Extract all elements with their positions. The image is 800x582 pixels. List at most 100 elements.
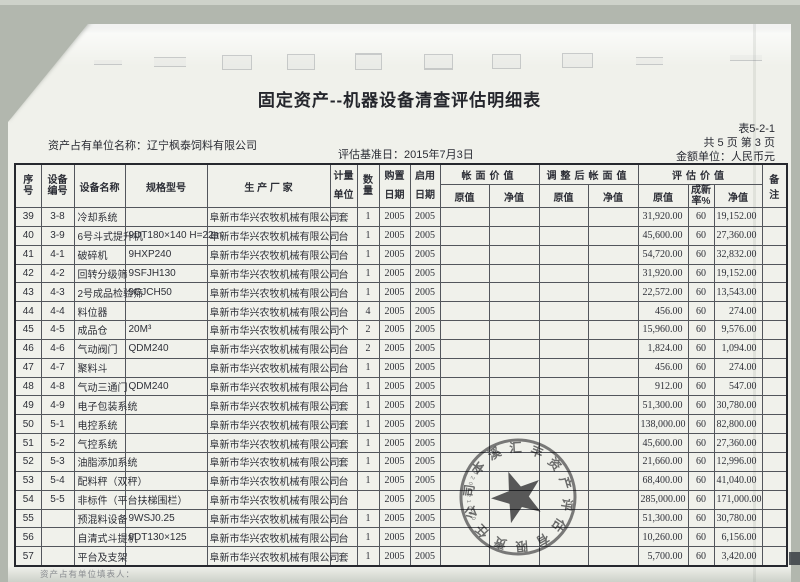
asset-table: 序 号 设备 编号 设备名称 规格型号 生 产 厂 家 计量 单位 数 量 购置…: [14, 163, 789, 568]
scan-artifact: [287, 54, 315, 70]
cell-spec: 9HXP240: [124, 244, 208, 265]
cell-seq: 48: [14, 376, 42, 397]
cell-adj-orig: [538, 301, 589, 322]
cell-eval-orig: 456.00: [637, 357, 689, 378]
svg-text:限: 限: [515, 538, 529, 554]
cell-adj-net: [587, 376, 639, 397]
cell-eval-orig: 31,920.00: [637, 207, 689, 227]
col-seq: 序 号: [14, 163, 42, 208]
cell-maker: 阜新市华兴农牧机械有限公司: [206, 546, 340, 567]
cell-qty: 1: [356, 263, 380, 284]
scan-artifact: [636, 57, 663, 65]
cell-spec: 20M³: [124, 320, 208, 340]
col-adj-net: 净值: [587, 184, 639, 208]
cell-rate: 60: [687, 207, 715, 227]
cell-name: 气控系统: [73, 433, 126, 453]
cell-eval-orig: 285,000.00: [637, 489, 689, 510]
table-row: 43 4-3 2号成品检验筛 9CJCH50 阜新市华兴农牧机械有限公司 台 1…: [14, 282, 788, 303]
cell-eval-net: 19,152.00: [713, 263, 763, 284]
col-eq-no: 设备 编号: [40, 163, 75, 208]
cell-book-net: [488, 395, 540, 416]
table-row: 50 5-1 电控系统 阜新市华兴农牧机械有限公司 套 1 2005 2005 …: [14, 414, 788, 435]
cell-use-date: 2005: [409, 225, 441, 246]
cell-buy-date: 2005: [378, 376, 411, 397]
cell-qty: 1: [356, 225, 380, 246]
cell-eval-orig: 15,960.00: [637, 320, 689, 340]
table-row: 54 5-5 非标件（平台扶梯围栏） 阜新市华兴农牧机械有限公司 台 2005 …: [14, 489, 788, 510]
cell-rate: 60: [687, 395, 715, 416]
scan-artifact: [562, 53, 593, 68]
cell-buy-date: 2005: [378, 225, 411, 246]
cell-eq-no: 3-8: [40, 207, 75, 227]
cell-rate: 60: [687, 470, 715, 491]
svg-text:任: 任: [472, 521, 493, 541]
cell-note: [761, 527, 788, 548]
cell-seq: 47: [14, 357, 42, 378]
table-row: 49 4-9 电子包装系统 阜新市华兴农牧机械有限公司 套 1 2005 200…: [14, 395, 788, 416]
cell-eval-net: 27,360.00: [713, 433, 763, 453]
cell-spec: [124, 546, 208, 567]
cell-buy-date: 2005: [378, 451, 411, 472]
table-row: 51 5-2 气控系统 阜新市华兴农牧机械有限公司 套 1 2005 2005 …: [14, 433, 788, 453]
svg-text:2: 2: [469, 475, 476, 480]
cell-spec: [124, 301, 208, 322]
col-eval-net: 净值: [713, 184, 763, 208]
cell-book-net: [488, 376, 540, 397]
cell-eval-net: 274.00: [713, 357, 763, 378]
cell-book-net: [488, 225, 540, 246]
svg-text:丰: 丰: [528, 442, 546, 461]
table-row: 57 平台及支架 阜新市华兴农牧机械有限公司 套 1 2005 2005 5,7…: [14, 546, 788, 567]
cell-adj-orig: [538, 244, 589, 265]
cell-spec: [124, 207, 208, 227]
cell-maker: 阜新市华兴农牧机械有限公司: [206, 357, 340, 378]
cell-book-orig: [439, 301, 490, 322]
cell-seq: 54: [14, 489, 42, 510]
svg-text:9: 9: [471, 469, 478, 475]
cell-eval-orig: 456.00: [637, 301, 689, 322]
cell-seq: 44: [14, 301, 42, 322]
stamp-star: [491, 471, 541, 524]
cell-note: [761, 301, 788, 322]
col-book-net: 净值: [488, 184, 540, 208]
cell-seq: 49: [14, 395, 42, 416]
cell-book-orig: [439, 225, 490, 246]
cell-maker: 阜新市华兴农牧机械有限公司: [206, 451, 340, 472]
cell-eq-no: 4-2: [40, 263, 75, 284]
svg-text:0: 0: [465, 487, 471, 491]
table-row: 46 4-6 气动阀门 QDM240 阜新市华兴农牧机械有限公司 台 2 200…: [14, 338, 788, 359]
cell-adj-orig: [538, 357, 589, 378]
scan-artifact: [94, 60, 122, 65]
cell-book-net: [488, 282, 540, 303]
cell-qty: 1: [356, 451, 380, 472]
cell-eval-orig: 51,300.00: [637, 508, 689, 529]
cell-eval-net: 9,576.00: [713, 320, 763, 340]
scan-edge-mark: [789, 552, 800, 565]
cell-eval-net: 41,040.00: [713, 470, 763, 491]
cell-eq-no: 4-3: [40, 282, 75, 303]
cell-name: 2号成品检验筛: [73, 282, 143, 303]
cell-maker: 阜新市华兴农牧机械有限公司: [206, 414, 340, 435]
cell-name: 成品仓: [73, 320, 126, 340]
group-eval-value: 评估价值: [637, 163, 763, 185]
cell-qty: 2: [356, 320, 380, 340]
cell-eq-no: 4-6: [40, 338, 75, 359]
cell-eval-orig: 912.00: [637, 376, 689, 397]
cell-spec: QDM240: [124, 376, 208, 397]
svg-text:0: 0: [467, 481, 474, 486]
cell-adj-net: [587, 433, 639, 453]
cell-adj-orig: [538, 263, 589, 284]
footer-note: 资产占有单位填表人：: [40, 569, 136, 579]
cell-eval-orig: 22,572.00: [637, 282, 689, 303]
cell-buy-date: 2005: [378, 470, 411, 491]
cell-adj-net: [587, 263, 639, 284]
cell-buy-date: 2005: [378, 546, 411, 567]
form-meta: 表5-2-1 共 5 页 第 3 页 金额单位：人民币元: [676, 122, 775, 164]
cell-book-orig: [439, 338, 490, 359]
cell-maker: 阜新市华兴农牧机械有限公司: [206, 470, 340, 491]
cell-name: 冷却系统: [73, 207, 126, 227]
col-rate: 成新 率%: [687, 184, 715, 208]
cell-note: [761, 414, 788, 435]
col-eval-orig: 原值: [637, 184, 689, 208]
cell-eq-no: [40, 508, 75, 529]
cell-maker: 阜新市华兴农牧机械有限公司: [206, 225, 340, 246]
